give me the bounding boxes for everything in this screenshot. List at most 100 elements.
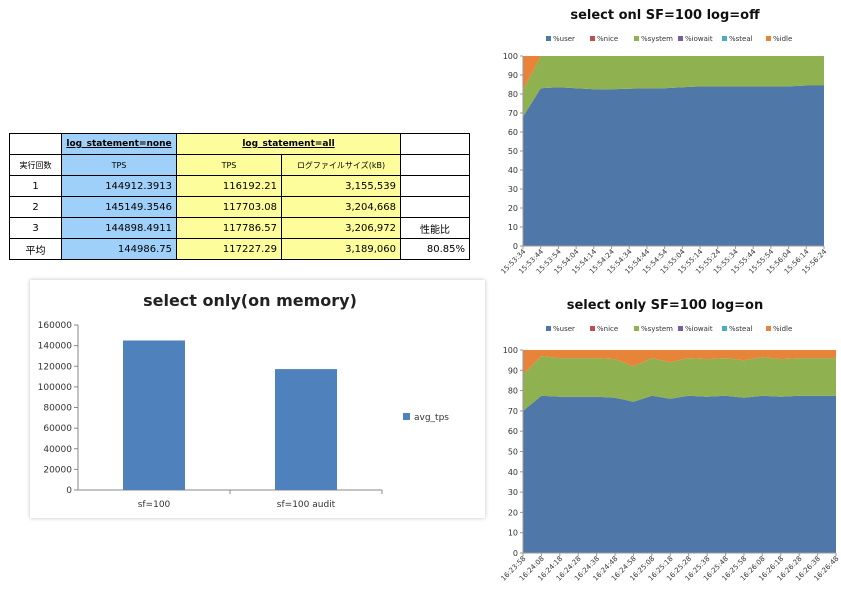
y-tick-label: 50 xyxy=(508,147,518,156)
y-tick-label: 20 xyxy=(508,508,518,517)
table-row: 3 144898.4911 117786.57 3,206,972 性能比 xyxy=(9,217,470,239)
area-chart-log-off: select onl SF=100 log=off %user %nice %sys… xyxy=(500,8,829,276)
cell-tps-all: 117227.29 xyxy=(176,238,282,260)
cell-logsize: 3,206,972 xyxy=(281,217,401,239)
y-tick-label: 80000 xyxy=(43,404,72,414)
y-tick-label: 10 xyxy=(508,223,518,232)
y-tick-label: 0 xyxy=(513,242,518,251)
y-tick-label: 40000 xyxy=(43,445,72,455)
y-tick-label: 20000 xyxy=(43,465,72,475)
bar-chart-card: select only(on memory) 0 20000 40000 60000 8… xyxy=(30,280,485,518)
y-tick-label: 100000 xyxy=(38,383,73,393)
area-chart-plot: 010203040506070809010015:53:3415:53:4415… xyxy=(500,52,829,276)
y-tick-label: 100 xyxy=(503,52,518,61)
y-tick-label: 90 xyxy=(508,366,518,375)
cell-tps-all: 116192.21 xyxy=(176,175,282,197)
col-tps-none-label: TPS xyxy=(61,154,177,176)
y-tick-label: 0 xyxy=(513,549,518,558)
tps-comparison-table: log_statement=none log_statement=all 実行回… xyxy=(9,133,470,260)
legend-label: %user xyxy=(553,35,575,43)
bar xyxy=(275,369,337,490)
legend-swatch xyxy=(590,36,595,41)
area-series-pct-system xyxy=(523,56,824,117)
cell-tps-none: 144898.4911 xyxy=(61,217,177,239)
y-tick-label: 60000 xyxy=(43,424,72,434)
area-series-pct-system xyxy=(523,356,836,411)
y-tick-label: 0 xyxy=(66,486,72,496)
legend-swatch xyxy=(766,36,771,41)
legend-label: %steal xyxy=(729,35,753,43)
y-tick-label: 40 xyxy=(508,166,518,175)
bar-chart-legend: avg_tps xyxy=(403,413,449,423)
table-note-header xyxy=(400,133,470,155)
cell-tps-none: 144912.3913 xyxy=(61,175,177,197)
legend-label: %system xyxy=(641,35,673,43)
legend-swatch xyxy=(678,326,683,331)
legend-swatch xyxy=(634,36,639,41)
cell-tps-all: 117786.57 xyxy=(176,217,282,239)
area-chart-legend: %user %nice %system %iowait %steal %idle xyxy=(546,35,792,43)
legend-label: %nice xyxy=(597,325,618,333)
area-series-pct-idle xyxy=(523,350,836,375)
cell-tps-all: 117703.08 xyxy=(176,196,282,218)
header-log-all: log_statement=all xyxy=(176,133,401,155)
y-tick-label: 140000 xyxy=(38,342,73,352)
table-row: 2 145149.3546 117703.08 3,204,668 xyxy=(9,196,470,218)
legend-swatch xyxy=(590,326,595,331)
x-tick-label: sf=100 audit xyxy=(277,500,336,510)
legend-swatch xyxy=(546,36,551,41)
bar-chart-bars xyxy=(123,340,337,490)
col-logsize-label: ログファイルサイズ(kB) xyxy=(281,154,401,176)
bar-chart-title: select only(on memory) xyxy=(143,291,357,310)
col-run-label: 実行回数 xyxy=(9,154,62,176)
legend-swatch xyxy=(722,326,727,331)
y-tick-label: 50 xyxy=(508,448,518,457)
y-tick-label: 20 xyxy=(508,204,518,213)
cell-note: 性能比 xyxy=(400,217,470,239)
table-note-subheader xyxy=(400,154,470,176)
area-series-pct-user xyxy=(523,85,824,246)
area-chart-title: select onl SF=100 log=off xyxy=(570,8,760,23)
legend-label: %nice xyxy=(597,35,618,43)
col-tps-all-label: TPS xyxy=(176,154,282,176)
legend-label: %user xyxy=(553,325,575,333)
y-tick-label: 30 xyxy=(508,488,518,497)
legend-swatch-avg-tps xyxy=(403,413,410,420)
table-row: 1 144912.3913 116192.21 3,155,539 xyxy=(9,175,470,197)
legend-label: %iowait xyxy=(685,35,713,43)
y-tick-label: 90 xyxy=(508,71,518,80)
cell-logsize: 3,189,060 xyxy=(281,238,401,260)
cell-logsize: 3,204,668 xyxy=(281,196,401,218)
y-tick-label: 80 xyxy=(508,387,518,396)
bar-chart: select only(on memory) 0 20000 40000 60000 8… xyxy=(38,291,450,510)
cell-note xyxy=(400,175,470,197)
y-tick-label: 30 xyxy=(508,185,518,194)
legend-swatch xyxy=(634,326,639,331)
cell-tps-none: 145149.3546 xyxy=(61,196,177,218)
area-chart-log-on: select only SF=100 log=on %user %nice %sys… xyxy=(500,298,841,583)
bar xyxy=(123,340,185,490)
table-corner-cell xyxy=(9,133,62,155)
y-tick-label: 70 xyxy=(508,407,518,416)
cell-run: 1 xyxy=(9,175,62,197)
legend-label: %steal xyxy=(729,325,753,333)
cell-run: 平均 xyxy=(9,238,62,260)
cell-run: 2 xyxy=(9,196,62,218)
legend-label: %idle xyxy=(773,325,792,333)
legend-label: %system xyxy=(641,325,673,333)
cell-run: 3 xyxy=(9,217,62,239)
y-tick-label: 100 xyxy=(503,346,518,355)
y-tick-label: 60 xyxy=(508,128,518,137)
legend-label: %iowait xyxy=(685,325,713,333)
area-series-pct-user xyxy=(523,395,836,553)
cell-note xyxy=(400,196,470,218)
legend-swatch xyxy=(678,36,683,41)
area-chart-title: select only SF=100 log=on xyxy=(567,298,764,313)
y-tick-label: 40 xyxy=(508,468,518,477)
table-subheader-row: 実行回数 TPS TPS ログファイルサイズ(kB) xyxy=(9,154,470,176)
table-header-row: log_statement=none log_statement=all xyxy=(9,133,470,155)
legend-label: %idle xyxy=(773,35,792,43)
y-tick-label: 60 xyxy=(508,427,518,436)
cell-performance-ratio: 80.85% xyxy=(400,238,470,260)
y-tick-label: 120000 xyxy=(38,362,73,372)
